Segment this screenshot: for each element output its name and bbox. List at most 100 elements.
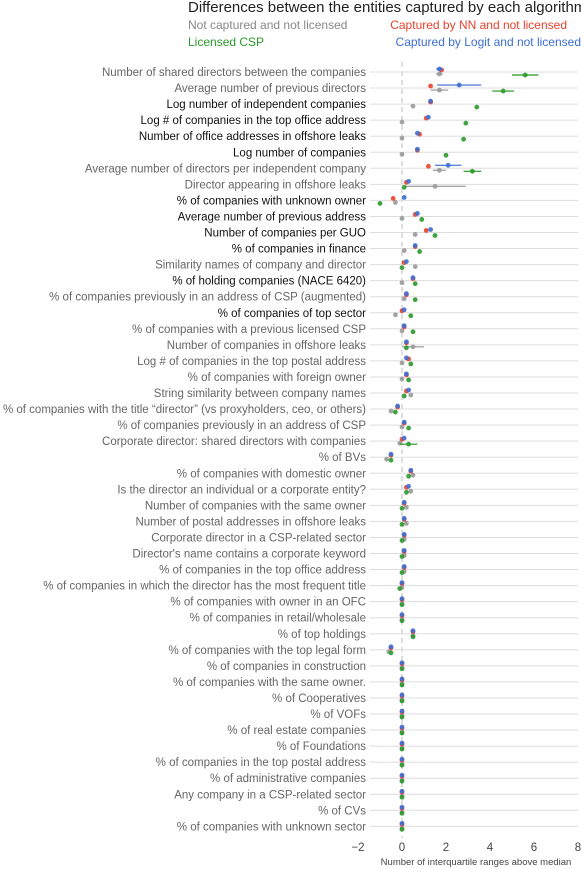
gray-point: [399, 216, 405, 221]
blue-point: [426, 114, 431, 120]
blue-point: [401, 435, 407, 441]
blue-point: [399, 756, 405, 762]
green-point: [404, 345, 409, 351]
green-point: [399, 666, 405, 672]
row-label: % of companies with the title “director”…: [3, 404, 366, 416]
row-label: Any company in a CSP-related sector: [174, 789, 366, 801]
green-point: [408, 313, 414, 319]
row-label: % of BVs: [319, 452, 367, 464]
row-label: % of holding companies (NACE 6420): [172, 276, 366, 288]
blue-point: [399, 580, 405, 585]
blue-point: [404, 291, 409, 297]
row-label: % of companies with unknown owner: [177, 195, 366, 207]
x-tick-label: 2: [443, 842, 449, 854]
legend-red-label: Captured by NN and not licensed: [390, 18, 567, 32]
gray-point: [393, 200, 398, 205]
x-tick-label: −2: [351, 842, 364, 854]
row-label: % of companies of top sector: [218, 308, 366, 320]
green-point: [461, 136, 466, 142]
blue-point: [395, 403, 400, 409]
blue-point: [399, 612, 405, 618]
row-label: % of companies in retail/wholesale: [190, 613, 366, 625]
row-label: Average number of previous address: [178, 211, 367, 223]
chart-title: Differences between the entities capture…: [188, 0, 581, 16]
green-point: [399, 778, 405, 784]
green-point: [399, 505, 405, 511]
red-point: [390, 196, 396, 201]
row-label: % of companies in which the director has…: [43, 581, 366, 593]
gray-point: [437, 71, 442, 77]
green-point: [401, 393, 407, 399]
row-label: String similarity between company names: [154, 388, 366, 400]
row-label: Director's name contains a corporate key…: [132, 549, 366, 561]
gray-point: [401, 296, 407, 302]
blue-point: [404, 355, 409, 361]
blue-point: [412, 243, 418, 248]
gray-point: [393, 312, 398, 318]
legend-blue-label: Captured by Logit and not licensed: [396, 35, 581, 49]
row-label: % of VOFs: [310, 709, 366, 721]
x-tick-label: 4: [487, 842, 494, 854]
green-point: [388, 650, 394, 656]
green-point: [417, 249, 422, 254]
gray-point: [410, 472, 416, 478]
row-label: % of companies in construction: [207, 661, 366, 673]
green-point: [474, 104, 480, 110]
gray-point: [399, 328, 405, 334]
blue-point: [408, 467, 414, 473]
green-point: [399, 746, 405, 752]
blue-point: [445, 162, 451, 168]
gray-point: [412, 264, 418, 269]
green-point: [399, 602, 405, 608]
green-point: [406, 441, 411, 447]
gray-point: [399, 119, 405, 125]
gray-point: [404, 521, 409, 526]
green-point: [443, 152, 449, 158]
gray-point: [399, 360, 405, 366]
row-label: % of companies with the same owner.: [173, 677, 366, 689]
x-tick-label: 8: [575, 842, 581, 854]
row-label: Similarity names of company and director: [155, 260, 366, 272]
green-point: [393, 409, 398, 415]
row-label: % of real estate companies: [227, 725, 366, 737]
row-label: % of Cooperatives: [272, 693, 366, 705]
blue-point: [410, 275, 416, 281]
row-label: Number of office addresses in offshore l…: [139, 131, 366, 143]
green-point: [410, 329, 416, 335]
row-label: % of companies with the top legal form: [168, 645, 366, 657]
blue-point: [406, 387, 411, 393]
row-label: % of Foundations: [276, 741, 366, 753]
blue-point: [401, 499, 407, 505]
row-label: % of companies with unknown sector: [177, 821, 366, 833]
blue-point: [399, 692, 405, 698]
green-point: [404, 489, 409, 495]
gray-point: [408, 488, 414, 494]
row-label: Number of postal addresses in offshore l…: [135, 516, 366, 528]
green-point: [399, 554, 405, 559]
green-point: [399, 730, 405, 736]
gray-point: [399, 376, 405, 382]
blue-point: [401, 516, 407, 521]
red-point: [426, 163, 431, 169]
blue-point: [401, 195, 407, 200]
row-label: % of companies in finance: [232, 244, 366, 256]
row-label: % of companies with foreign owner: [188, 372, 367, 384]
blue-point: [428, 98, 433, 104]
row-label: Log # of companies in the top office add…: [141, 115, 367, 127]
x-tick-label: 0: [399, 842, 405, 854]
green-point: [399, 522, 405, 527]
gray-point: [437, 87, 442, 93]
gray-point: [410, 103, 416, 109]
gray-point: [399, 135, 405, 141]
blue-point: [388, 451, 394, 457]
blue-point: [404, 339, 409, 345]
row-label: % of companies previously in an address …: [117, 420, 366, 432]
row-label: Number of companies in offshore leaks: [167, 340, 366, 352]
blue-point: [399, 724, 405, 730]
green-point: [397, 586, 403, 591]
gray-point: [432, 183, 438, 189]
row-label: % of companies previously in an address …: [49, 292, 366, 304]
gray-point: [388, 408, 394, 414]
green-point: [470, 168, 475, 174]
